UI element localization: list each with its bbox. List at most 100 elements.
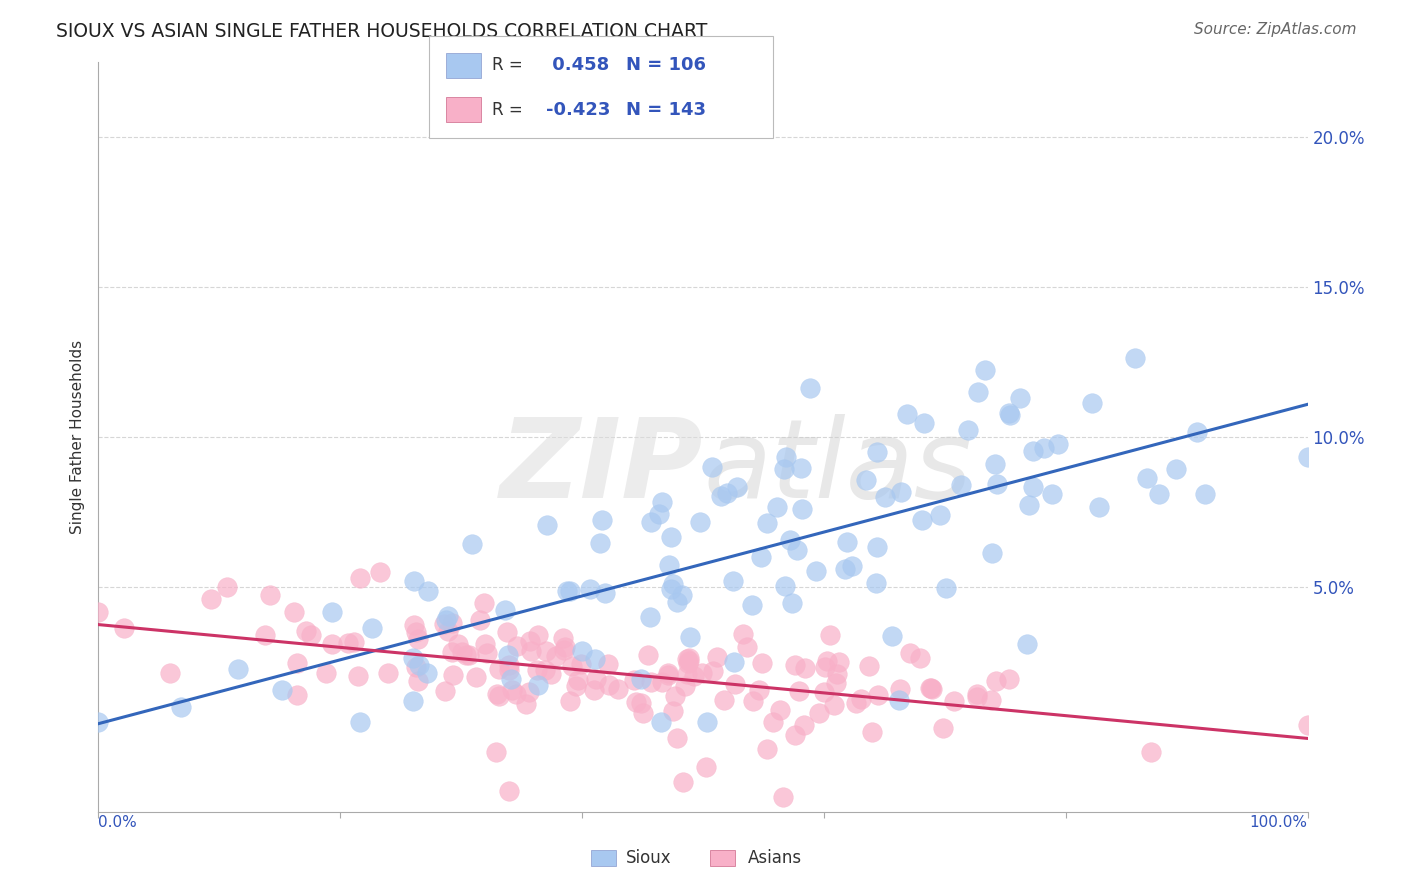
Point (762, 714, 785, 729)
Point (520, 644, 543, 658)
Point (651, 674, 673, 689)
Point (651, 494, 673, 508)
Point (170, 700, 193, 714)
Point (957, 423, 980, 437)
Point (578, 582, 600, 596)
Point (1022, 480, 1045, 494)
Point (1047, 436, 1070, 450)
Point (793, 718, 815, 732)
Point (875, 490, 897, 504)
Point (844, 697, 866, 711)
Text: 0.458: 0.458 (546, 56, 609, 74)
Point (501, 683, 523, 698)
Text: Sioux: Sioux (626, 849, 671, 867)
Point (943, 693, 966, 707)
Point (676, 652, 699, 666)
Point (405, 625, 427, 640)
Point (984, 457, 1007, 471)
Point (640, 515, 662, 529)
Y-axis label: Single Father Households: Single Father Households (70, 340, 86, 534)
Point (713, 693, 735, 707)
Point (1136, 471, 1159, 485)
Point (966, 687, 988, 701)
Point (890, 484, 912, 499)
Point (912, 416, 935, 430)
Point (889, 682, 911, 697)
Point (792, 502, 814, 516)
Point (834, 562, 856, 576)
Point (271, 682, 294, 697)
Point (551, 632, 574, 646)
Point (1185, 425, 1208, 440)
Point (702, 664, 724, 678)
Point (823, 698, 845, 712)
Point (724, 677, 747, 691)
Point (1010, 391, 1032, 405)
Point (402, 694, 425, 708)
Point (998, 673, 1021, 687)
Point (595, 586, 617, 600)
Point (911, 513, 934, 527)
Point (418, 584, 440, 599)
Point (461, 537, 484, 551)
Point (880, 629, 903, 643)
Point (259, 588, 281, 602)
Point (1081, 396, 1104, 410)
Point (215, 581, 238, 595)
Point (910, 651, 932, 665)
Point (253, 628, 276, 642)
Point (935, 582, 957, 596)
Point (783, 658, 806, 673)
Point (731, 627, 754, 641)
Point (1139, 745, 1161, 759)
Point (544, 649, 567, 664)
Point (441, 615, 464, 630)
Text: Source: ZipAtlas.com: Source: ZipAtlas.com (1194, 22, 1357, 37)
Point (706, 650, 728, 665)
Point (1296, 718, 1319, 732)
Point (662, 577, 685, 591)
Point (475, 646, 498, 660)
Point (567, 673, 589, 687)
Point (553, 643, 575, 657)
Point (837, 534, 859, 549)
Point (841, 558, 863, 573)
Point (666, 731, 689, 745)
Point (773, 579, 796, 593)
Point (87, 714, 110, 729)
Point (494, 602, 516, 616)
Point (806, 564, 828, 578)
Point (112, 621, 135, 635)
Point (794, 661, 817, 675)
Point (596, 657, 619, 672)
Point (1015, 637, 1038, 651)
Point (949, 478, 972, 492)
Text: atlas: atlas (703, 414, 972, 521)
Point (659, 530, 682, 544)
Point (932, 721, 955, 735)
Point (447, 637, 470, 651)
Point (408, 658, 430, 673)
Point (606, 682, 628, 697)
Point (986, 476, 1008, 491)
Point (980, 546, 1002, 560)
Point (406, 632, 429, 647)
Point (896, 407, 918, 421)
Point (159, 666, 181, 681)
Point (505, 687, 527, 701)
Point (377, 666, 399, 681)
Point (226, 663, 249, 677)
Point (283, 605, 305, 619)
Point (488, 662, 510, 676)
Point (1022, 444, 1045, 458)
Text: Asians: Asians (748, 849, 801, 867)
Point (690, 665, 713, 680)
Point (534, 644, 557, 658)
Point (818, 628, 841, 642)
Point (898, 647, 921, 661)
Point (474, 637, 496, 651)
Point (1164, 462, 1187, 476)
Point (748, 683, 770, 698)
Point (790, 461, 813, 475)
Point (665, 594, 688, 608)
